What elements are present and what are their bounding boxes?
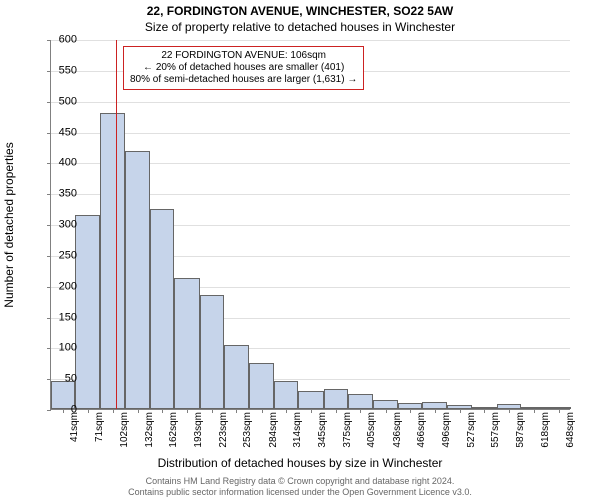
x-axis-label: Distribution of detached houses by size … bbox=[0, 456, 600, 470]
y-tick-label: 500 bbox=[37, 96, 77, 107]
y-tick-label: 150 bbox=[37, 312, 77, 323]
x-tick-mark bbox=[138, 409, 139, 413]
y-tick-label: 450 bbox=[37, 127, 77, 138]
footer-line1: Contains HM Land Registry data © Crown c… bbox=[146, 476, 455, 486]
y-tick-label: 550 bbox=[37, 65, 77, 76]
y-tick-label: 350 bbox=[37, 189, 77, 200]
marker-line bbox=[116, 40, 117, 409]
x-tick-mark bbox=[484, 409, 485, 413]
gridline bbox=[51, 102, 570, 103]
x-tick-mark bbox=[162, 409, 163, 413]
y-tick-label: 50 bbox=[37, 374, 77, 385]
annotation-line2: ← 20% of detached houses are smaller (40… bbox=[143, 62, 344, 73]
histogram-bar bbox=[348, 394, 372, 409]
gridline bbox=[51, 40, 570, 41]
x-tick-mark bbox=[262, 409, 263, 413]
chart-container: 22, FORDINGTON AVENUE, WINCHESTER, SO22 … bbox=[0, 0, 600, 500]
histogram-bar bbox=[298, 391, 323, 410]
x-tick-mark bbox=[360, 409, 361, 413]
x-tick-mark bbox=[534, 409, 535, 413]
histogram-bar bbox=[75, 215, 99, 409]
histogram-bar bbox=[422, 402, 446, 409]
histogram-bar bbox=[373, 400, 398, 409]
annotation-line3: 80% of semi-detached houses are larger (… bbox=[130, 74, 357, 85]
histogram-bar bbox=[249, 363, 274, 409]
y-tick-label: 100 bbox=[37, 343, 77, 354]
y-tick-label: 600 bbox=[37, 35, 77, 46]
y-tick-label: 0 bbox=[37, 405, 77, 416]
histogram-bar bbox=[224, 345, 248, 409]
x-tick-mark bbox=[559, 409, 560, 413]
chart-subtitle: Size of property relative to detached ho… bbox=[0, 20, 600, 34]
footer-line2: Contains public sector information licen… bbox=[128, 487, 472, 497]
x-tick-mark bbox=[435, 409, 436, 413]
histogram-bar bbox=[150, 209, 174, 409]
chart-title: 22, FORDINGTON AVENUE, WINCHESTER, SO22 … bbox=[0, 4, 600, 18]
histogram-bar bbox=[100, 113, 125, 409]
x-tick-mark bbox=[212, 409, 213, 413]
y-tick-label: 250 bbox=[37, 250, 77, 261]
histogram-bar bbox=[324, 389, 348, 409]
y-tick-label: 200 bbox=[37, 281, 77, 292]
x-tick-mark bbox=[509, 409, 510, 413]
x-tick-mark bbox=[236, 409, 237, 413]
x-tick-mark bbox=[460, 409, 461, 413]
y-tick-label: 300 bbox=[37, 220, 77, 231]
annotation-line1: 22 FORDINGTON AVENUE: 106sqm bbox=[161, 50, 326, 61]
y-tick-label: 400 bbox=[37, 158, 77, 169]
x-tick-mark bbox=[311, 409, 312, 413]
histogram-bar bbox=[174, 278, 199, 409]
annotation-box: 22 FORDINGTON AVENUE: 106sqm ← 20% of de… bbox=[123, 46, 364, 90]
plot-area: 41sqm71sqm102sqm132sqm162sqm193sqm223sqm… bbox=[50, 40, 570, 410]
x-tick-mark bbox=[336, 409, 337, 413]
x-tick-mark bbox=[113, 409, 114, 413]
x-tick-mark bbox=[187, 409, 188, 413]
x-tick-mark bbox=[410, 409, 411, 413]
y-axis-label: Number of detached properties bbox=[2, 142, 16, 307]
x-tick-mark bbox=[286, 409, 287, 413]
histogram-bar bbox=[200, 295, 224, 409]
gridline bbox=[51, 133, 570, 134]
x-tick-mark bbox=[88, 409, 89, 413]
histogram-bar bbox=[125, 151, 149, 409]
histogram-bar bbox=[274, 381, 298, 409]
x-tick-mark bbox=[386, 409, 387, 413]
footer: Contains HM Land Registry data © Crown c… bbox=[0, 476, 600, 498]
